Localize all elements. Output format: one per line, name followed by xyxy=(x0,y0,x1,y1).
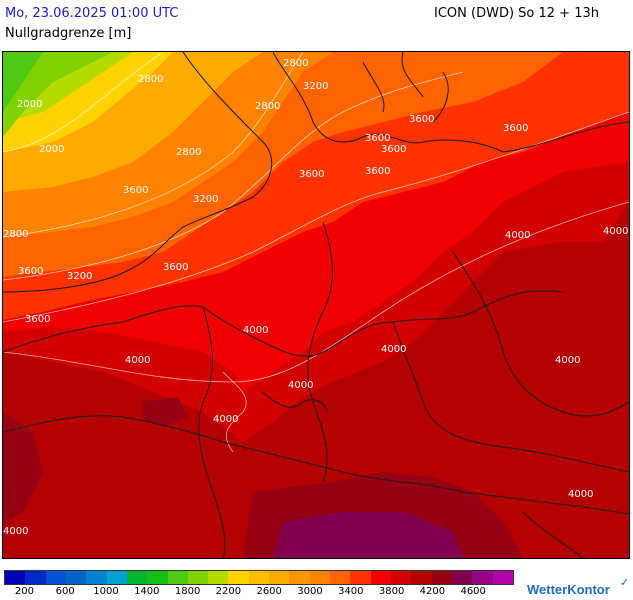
legend-swatch xyxy=(451,571,473,584)
contour-label: 4000 xyxy=(288,380,313,391)
legend-swatch xyxy=(370,571,391,584)
contour-label: 2800 xyxy=(255,101,280,112)
contour-line xyxy=(3,52,304,238)
country-border xyxy=(452,251,629,417)
freezing-level-map: 2000 2800 2800 3200 2800 3600 3600 3600 … xyxy=(2,51,630,559)
legend-swatch xyxy=(25,571,46,584)
legend-label: 4600 xyxy=(460,586,486,597)
legend-swatch xyxy=(390,571,412,584)
map-field-4400 xyxy=(3,412,43,522)
contour-label: 4000 xyxy=(505,230,530,241)
contour-label: 2800 xyxy=(138,74,163,85)
legend-swatch xyxy=(330,571,351,584)
country-border xyxy=(392,321,629,473)
legend-label: 4200 xyxy=(419,586,446,597)
contour-line xyxy=(3,71,464,281)
contour-label: 3600 xyxy=(25,314,50,325)
legend-swatch xyxy=(126,571,148,584)
legend-swatch xyxy=(289,571,310,584)
contour-label: 3600 xyxy=(409,114,434,125)
map-field-1800 xyxy=(3,52,43,112)
map-field-2000 xyxy=(3,52,113,137)
contour-line xyxy=(3,201,629,383)
legend-swatch xyxy=(269,571,290,584)
contour-line xyxy=(3,52,164,153)
contour-label: 3200 xyxy=(67,271,92,282)
map-field-4600 xyxy=(273,512,463,558)
contour-label: 4000 xyxy=(381,344,406,355)
contour-label: 2000 xyxy=(39,144,64,155)
brand-mark-icon: ✓ xyxy=(620,576,630,589)
contour-label: 4000 xyxy=(125,355,150,366)
contour-label: 3600 xyxy=(503,123,528,134)
legend-swatch xyxy=(228,571,249,584)
legend-swatch xyxy=(5,571,26,584)
contour-label: 4000 xyxy=(3,526,28,537)
country-border xyxy=(307,221,333,483)
legend-swatch xyxy=(106,571,127,584)
legend-swatch xyxy=(431,571,452,584)
contour-label: 2000 xyxy=(17,99,42,110)
map-field-4400 xyxy=(143,397,188,427)
contour-label: 3600 xyxy=(365,166,390,177)
legend-label: 600 xyxy=(55,586,75,597)
legend-label: 1800 xyxy=(174,586,201,597)
legend-label: 1400 xyxy=(134,586,160,597)
legend-swatch xyxy=(309,571,330,584)
legend-label: 3000 xyxy=(297,586,323,597)
legend-swatch xyxy=(208,571,229,584)
legend-label: 3400 xyxy=(338,586,364,597)
coastline xyxy=(272,52,629,153)
legend-swatch xyxy=(248,571,270,584)
legend-swatch xyxy=(86,571,107,584)
map-svg: 2000 2800 2800 3200 2800 3600 3600 3600 … xyxy=(3,52,629,558)
header-datetime: Mo, 23.06.2025 01:00 UTC xyxy=(5,6,179,21)
coastline xyxy=(362,52,449,123)
contour-label: 3200 xyxy=(193,194,218,205)
coastline xyxy=(3,52,273,293)
contour-label: 4000 xyxy=(555,355,580,366)
contour-label: 3600 xyxy=(123,185,148,196)
contour-labels: 2000 2800 2800 3200 2800 3600 3600 3600 … xyxy=(3,58,628,537)
legend-swatch xyxy=(65,571,87,584)
color-legend-bar xyxy=(4,570,514,585)
wetterkontor-logo: WetterKontor xyxy=(527,582,610,597)
legend-label: 2200 xyxy=(215,586,242,597)
contour-line xyxy=(222,371,247,453)
header-model-run: ICON (DWD) So 12 + 13h xyxy=(434,6,599,21)
legend-label: 2600 xyxy=(256,586,282,597)
country-border xyxy=(198,306,226,558)
contour-label: 3600 xyxy=(365,133,390,144)
contour-label: 3600 xyxy=(299,169,324,180)
legend-swatch xyxy=(147,571,168,584)
contour-label: 2800 xyxy=(176,147,201,158)
legend-swatch xyxy=(167,571,188,584)
lake-outline xyxy=(262,391,329,413)
contour-label: 2800 xyxy=(3,229,28,240)
coastline xyxy=(522,511,584,558)
contour-line xyxy=(3,111,629,323)
contour-label: 4000 xyxy=(243,325,268,336)
legend-swatch xyxy=(492,571,513,584)
legend-label: 3800 xyxy=(378,586,405,597)
contour-label: 3600 xyxy=(163,262,188,273)
contour-label: 4000 xyxy=(213,414,238,425)
legend-swatch xyxy=(45,571,66,584)
contour-label: 3200 xyxy=(303,81,328,92)
legend-label: 1000 xyxy=(93,586,119,597)
legend-swatch xyxy=(187,571,209,584)
contour-label: 3600 xyxy=(18,266,43,277)
contour-label: 3600 xyxy=(381,144,406,155)
header-parameter: Nullgradgrenze [m] xyxy=(5,26,132,41)
country-border xyxy=(3,290,564,357)
legend-label: 200 xyxy=(14,586,34,597)
legend-swatch xyxy=(411,571,432,584)
contour-label: 4000 xyxy=(603,226,628,237)
country-border xyxy=(3,415,629,515)
legend-swatch xyxy=(472,571,493,584)
legend-swatch xyxy=(350,571,371,584)
contour-label: 4000 xyxy=(568,489,593,500)
contour-label: 2800 xyxy=(283,58,308,69)
